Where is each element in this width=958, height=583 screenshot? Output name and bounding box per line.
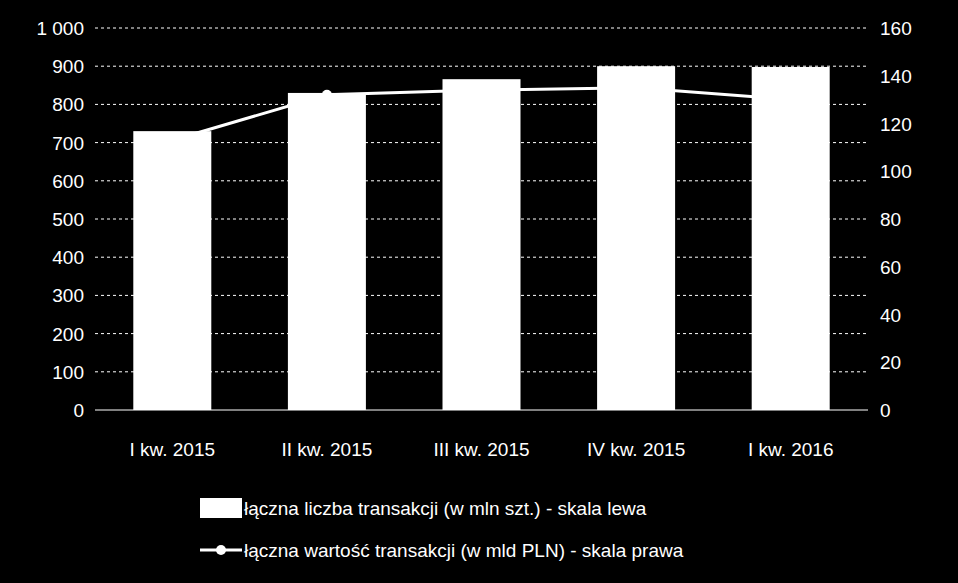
y2-tick-label: 20: [880, 352, 901, 373]
y2-tick-label: 140: [880, 66, 912, 87]
y2-tick-label: 0: [880, 400, 891, 421]
line: [172, 88, 790, 141]
y-tick-label: 100: [52, 362, 84, 383]
y-tick-label: 700: [52, 133, 84, 154]
bar: [597, 66, 675, 410]
grid-line: [95, 66, 868, 67]
y2-tick: [868, 75, 872, 76]
y-tick-label: 900: [52, 56, 84, 77]
y2-tick-label: 60: [880, 257, 901, 278]
chart-container: 0 100 200 300 400 500 600 700 800 900 1 000 0 20 40 60…: [0, 0, 958, 583]
grid-line: [95, 28, 868, 29]
y2-tick: [868, 410, 872, 411]
legend-label: łączna liczba transakcji (w mln szt.) - …: [244, 498, 647, 519]
y-tick-label: 200: [52, 324, 84, 345]
line-marker: [322, 90, 332, 100]
y2-tick: [868, 171, 872, 172]
y2-tick: [868, 362, 872, 363]
x-tick-label: IV kw. 2015: [587, 439, 685, 460]
x-tick-label: I kw. 2015: [130, 439, 216, 460]
y-tick-label: 400: [52, 247, 84, 268]
y2-tick: [868, 314, 872, 315]
chart-svg: 0 100 200 300 400 500 600 700 800 900 1 000 0 20 40 60…: [0, 0, 958, 583]
line-marker: [167, 135, 177, 145]
y2-tick: [868, 28, 872, 29]
y2-tick: [868, 219, 872, 220]
line-marker: [477, 85, 487, 95]
bar: [133, 131, 211, 410]
background: [0, 0, 958, 583]
x-tick-label: II kw. 2015: [281, 439, 372, 460]
x-tick-label: I kw. 2016: [748, 439, 834, 460]
y2-tick-label: 120: [880, 114, 912, 135]
bar: [288, 93, 366, 410]
bar: [443, 79, 521, 410]
legend-label: łączna wartość transakcji (w mld PLN) - …: [244, 540, 684, 561]
legend-marker: [216, 545, 226, 555]
y-tick-label: 0: [73, 400, 84, 421]
line-marker: [631, 83, 641, 93]
line-marker: [786, 95, 796, 105]
marks: [133, 66, 829, 410]
y-tick-label: 300: [52, 285, 84, 306]
y2-tick-label: 40: [880, 305, 901, 326]
x-tick-label: III kw. 2015: [433, 439, 529, 460]
y2-tick: [868, 266, 872, 267]
y2-tick-label: 100: [880, 161, 912, 182]
bar: [752, 67, 830, 410]
y2-tick-label: 80: [880, 209, 901, 230]
legend-swatch: [200, 498, 242, 518]
y2-tick-label: 160: [880, 18, 912, 39]
y-tick-label: 600: [52, 171, 84, 192]
y-tick-label: 500: [52, 209, 84, 230]
y-tick-label: 800: [52, 94, 84, 115]
y-tick-label: 1 000: [36, 18, 84, 39]
y2-tick: [868, 123, 872, 124]
